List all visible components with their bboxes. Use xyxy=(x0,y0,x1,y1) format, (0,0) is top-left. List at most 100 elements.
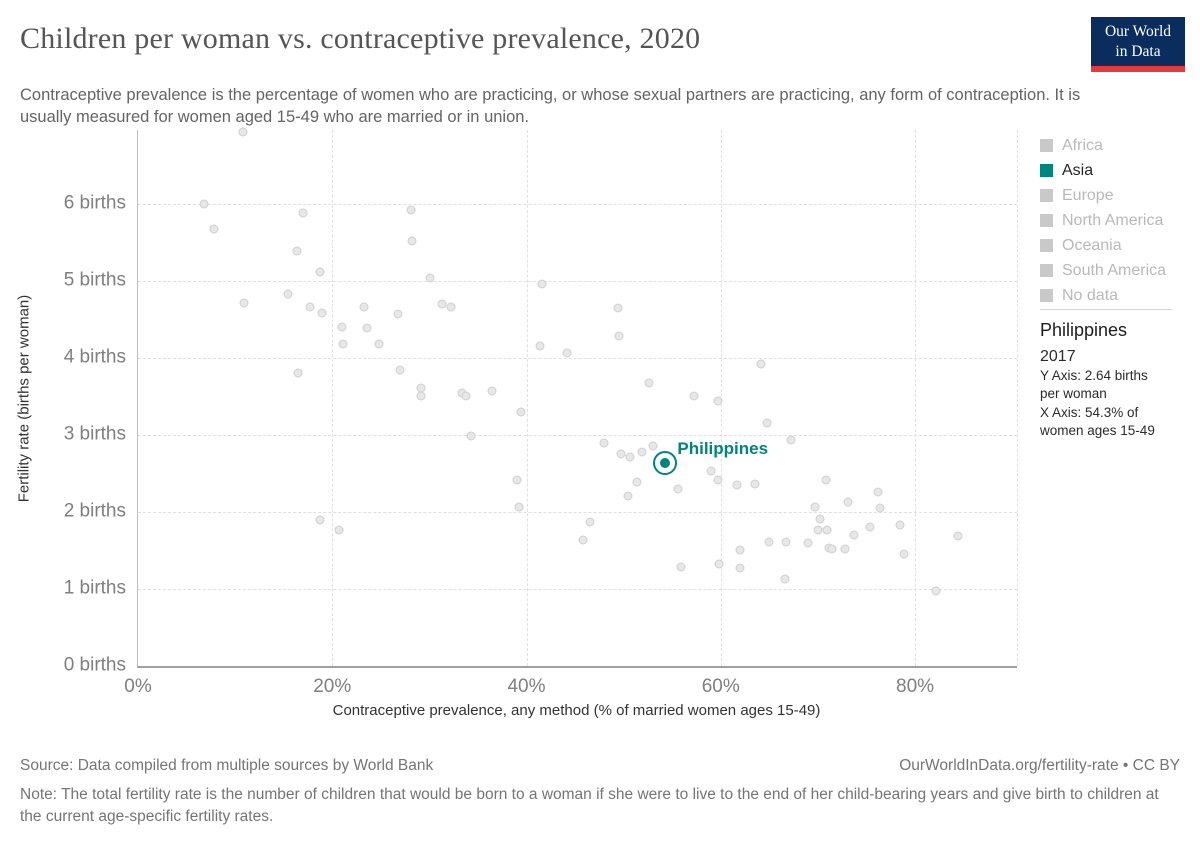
data-point[interactable] xyxy=(644,378,654,388)
data-point[interactable] xyxy=(407,236,417,246)
data-point[interactable] xyxy=(338,339,348,349)
data-point[interactable] xyxy=(953,531,963,541)
data-point[interactable] xyxy=(425,273,435,283)
data-point[interactable] xyxy=(334,525,344,535)
data-point[interactable] xyxy=(625,452,635,462)
data-point[interactable] xyxy=(689,391,699,401)
data-point[interactable] xyxy=(315,515,325,525)
data-point[interactable] xyxy=(843,497,853,507)
data-point[interactable] xyxy=(359,302,369,312)
data-point[interactable] xyxy=(537,279,547,289)
data-point[interactable] xyxy=(735,563,745,573)
data-point[interactable] xyxy=(810,502,820,512)
data-point[interactable] xyxy=(637,447,647,457)
data-point[interactable] xyxy=(416,391,426,401)
data-point[interactable] xyxy=(781,537,791,547)
data-point[interactable] xyxy=(623,491,633,501)
data-point[interactable] xyxy=(865,522,875,532)
data-point[interactable] xyxy=(849,530,859,540)
data-point[interactable] xyxy=(713,396,723,406)
data-point[interactable] xyxy=(516,407,526,417)
data-point[interactable] xyxy=(239,298,249,308)
y-tick-label: 3 births xyxy=(63,423,126,445)
data-point[interactable] xyxy=(714,559,724,569)
data-point[interactable] xyxy=(895,520,905,530)
legend-item-south-america[interactable]: South America xyxy=(1040,258,1190,283)
tooltip-xaxis-value: X Axis: 54.3% of xyxy=(1040,404,1139,420)
legend-swatch-icon xyxy=(1040,139,1053,152)
data-point[interactable] xyxy=(840,544,850,554)
data-point[interactable] xyxy=(437,299,447,309)
attribution-link[interactable]: OurWorldInData.org/fertility-rate • CC B… xyxy=(899,757,1180,774)
data-point[interactable] xyxy=(764,537,774,547)
data-point[interactable] xyxy=(815,514,825,524)
data-point[interactable] xyxy=(875,503,885,513)
data-point[interactable] xyxy=(317,308,327,318)
data-point[interactable] xyxy=(899,549,909,559)
data-point[interactable] xyxy=(298,208,308,218)
legend-item-oceania[interactable]: Oceania xyxy=(1040,233,1190,258)
data-point[interactable] xyxy=(578,535,588,545)
data-point[interactable] xyxy=(374,339,384,349)
data-point[interactable] xyxy=(616,449,626,459)
data-point[interactable] xyxy=(813,525,823,535)
data-point[interactable] xyxy=(562,348,572,358)
data-point[interactable] xyxy=(395,365,405,374)
data-point[interactable] xyxy=(756,359,766,369)
data-point[interactable] xyxy=(827,544,837,554)
data-point[interactable] xyxy=(803,538,813,548)
legend-item-no-data[interactable]: No data xyxy=(1040,283,1190,308)
data-point[interactable] xyxy=(750,479,760,489)
data-point[interactable] xyxy=(512,475,522,485)
source-text: Source: Data compiled from multiple sour… xyxy=(20,757,434,774)
data-point[interactable] xyxy=(514,502,524,512)
plot-right-edge-gridline xyxy=(1017,130,1018,666)
data-point[interactable] xyxy=(780,574,790,584)
data-point[interactable] xyxy=(337,322,347,332)
data-point[interactable] xyxy=(676,562,686,572)
legend-item-asia[interactable]: Asia xyxy=(1040,158,1190,183)
highlighted-point[interactable] xyxy=(660,457,671,468)
data-point[interactable] xyxy=(487,386,497,396)
legend-item-europe[interactable]: Europe xyxy=(1040,183,1190,208)
data-point[interactable] xyxy=(786,435,796,445)
data-point[interactable] xyxy=(762,418,772,428)
continent-legend: Africa Asia Europe North America Oceania Sout… xyxy=(1040,133,1190,308)
owid-logo[interactable]: Our World in Data xyxy=(1091,17,1185,72)
hover-tooltip: Philippines 2017 Y Axis: 2.64 births per… xyxy=(1040,320,1195,440)
data-point[interactable] xyxy=(209,224,219,234)
data-point[interactable] xyxy=(466,431,476,441)
data-point[interactable] xyxy=(735,545,745,555)
data-point[interactable] xyxy=(648,441,658,451)
data-point[interactable] xyxy=(305,302,315,312)
data-point[interactable] xyxy=(293,368,303,378)
data-point[interactable] xyxy=(613,303,623,313)
data-point[interactable] xyxy=(599,438,609,448)
data-point[interactable] xyxy=(585,517,595,527)
data-point[interactable] xyxy=(873,487,883,497)
tooltip-yaxis-unit: per woman xyxy=(1040,386,1107,402)
data-point[interactable] xyxy=(292,246,302,256)
legend-item-north-america[interactable]: North America xyxy=(1040,208,1190,233)
data-point[interactable] xyxy=(446,302,456,312)
data-point[interactable] xyxy=(362,323,372,333)
data-point[interactable] xyxy=(673,484,683,494)
data-point[interactable] xyxy=(199,199,209,209)
data-point[interactable] xyxy=(931,586,941,596)
data-point[interactable] xyxy=(461,391,471,401)
data-point[interactable] xyxy=(821,475,831,485)
data-point[interactable] xyxy=(393,309,403,319)
data-point[interactable] xyxy=(822,525,832,535)
data-point[interactable] xyxy=(713,475,723,485)
data-point[interactable] xyxy=(732,480,742,490)
data-point[interactable] xyxy=(632,477,642,487)
data-point[interactable] xyxy=(315,267,325,277)
chart-footer: Source: Data compiled from multiple sour… xyxy=(20,757,1180,829)
data-point[interactable] xyxy=(238,127,248,137)
legend-item-africa[interactable]: Africa xyxy=(1040,133,1190,158)
data-point[interactable] xyxy=(283,289,293,299)
data-point[interactable] xyxy=(406,205,416,215)
data-point[interactable] xyxy=(535,341,545,351)
data-point[interactable] xyxy=(706,466,716,476)
data-point[interactable] xyxy=(614,331,624,341)
